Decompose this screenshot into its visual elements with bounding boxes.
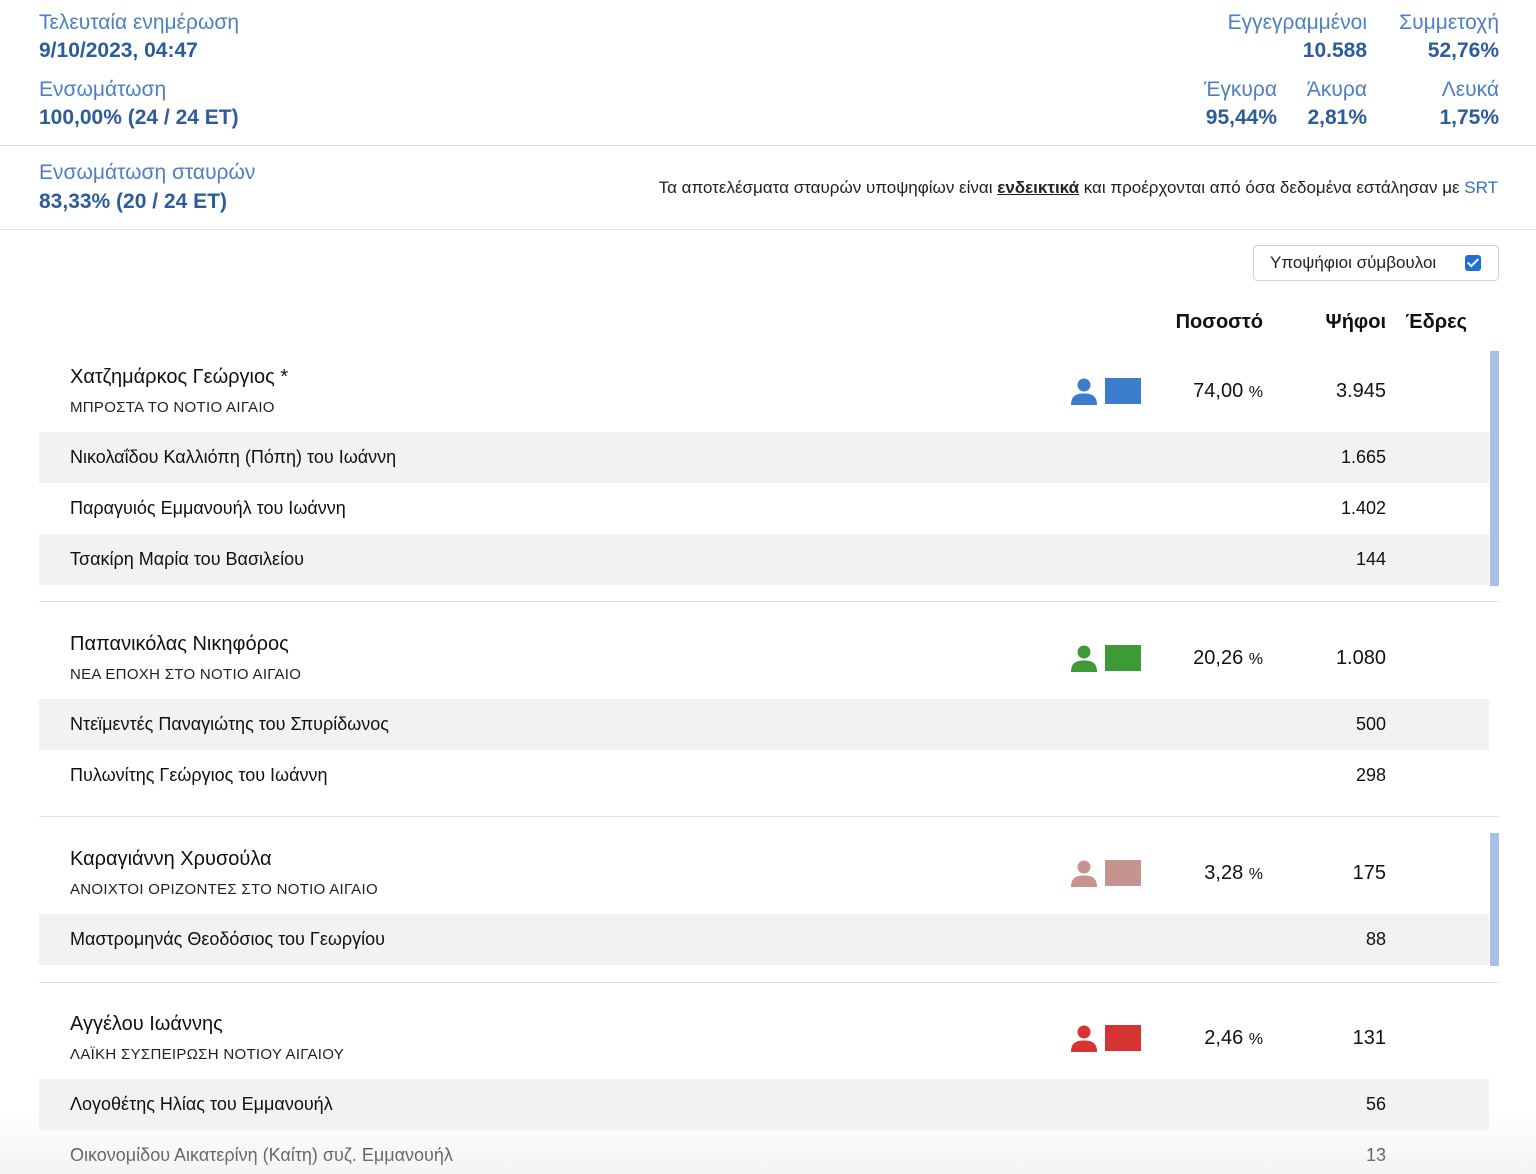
blank-label: Λευκά bbox=[1441, 78, 1499, 101]
councillor-name: Ντεϊμεντές Παναγιώτης του Σπυρίδωνος bbox=[70, 714, 389, 734]
valid-label: Έγκυρα bbox=[1203, 78, 1277, 101]
person-icon bbox=[1070, 859, 1098, 887]
councillor-name: Παραγυιός Εμμανουήλ του Ιωάννη bbox=[70, 498, 346, 518]
last-update-label: Τελευταία ενημέρωση bbox=[39, 11, 239, 34]
candidate-row[interactable]: Αγγέλου Ιωάννης ΛΑΪΚΗ ΣΥΣΠΕΙΡΩΣΗ ΝΟΤΙΟΥ Α… bbox=[39, 998, 1489, 1079]
candidate-votes: 1.080 bbox=[1335, 647, 1386, 669]
candidate-votes: 131 bbox=[1352, 1027, 1386, 1049]
councillors-checkbox[interactable] bbox=[1465, 255, 1481, 271]
crosses-disclaimer: Τα αποτελέσματα σταυρών υποψηφίων είναι … bbox=[659, 178, 1498, 198]
candidate-percent: 20,26 % bbox=[1193, 647, 1263, 670]
party-color-swatch bbox=[1105, 860, 1141, 886]
disclaimer-text-2: και προέρχονται από όσα δεδομένα εστάλησ… bbox=[1079, 178, 1465, 197]
councillor-name: Λογοθέτης Ηλίας του Εμμανουήλ bbox=[70, 1094, 333, 1114]
group-divider bbox=[39, 816, 1499, 817]
party-color-swatch bbox=[1105, 1025, 1141, 1051]
candidate-percent: 74,00 % bbox=[1193, 380, 1263, 403]
candidate-group: Καραγιάννη Χρυσούλα ΑΝΟΙΧΤΟΙ ΟΡΙΖΟΝΤΕΣ ΣΤ… bbox=[39, 833, 1499, 966]
candidate-name: Χατζημάρκος Γεώργιος * bbox=[70, 366, 289, 388]
person-icon bbox=[1070, 644, 1098, 672]
candidate-name: Καραγιάννη Χρυσούλα bbox=[70, 848, 272, 870]
group-divider bbox=[39, 982, 1499, 983]
councillor-votes: 144 bbox=[1355, 549, 1386, 569]
registered-label: Εγγεγραμμένοι bbox=[1227, 11, 1367, 34]
group-scrollbar[interactable] bbox=[1490, 351, 1499, 586]
column-votes[interactable]: Ψήφοι bbox=[1325, 311, 1386, 333]
councillor-row[interactable]: Νικολαΐδου Καλλιόπη (Πόπη) του Ιωάννη 1.6… bbox=[39, 432, 1489, 483]
councillor-row[interactable]: Λογοθέτης Ηλίας του Εμμανουήλ 56 bbox=[39, 1079, 1489, 1130]
party-name: ΜΠΡΟΣΤΑ ΤΟ ΝΟΤΙΟ ΑΙΓΑΙΟ bbox=[70, 399, 275, 416]
percent-unit: % bbox=[1248, 866, 1263, 883]
councillor-votes: 1.402 bbox=[1340, 498, 1386, 518]
last-update-value: 9/10/2023, 04:47 bbox=[39, 39, 198, 62]
councillor-name: Οικονομίδου Αικατερίνη (Καίτη) συζ. Εμμα… bbox=[70, 1145, 453, 1165]
candidate-name: Παπανικόλας Νικηφόρος bbox=[70, 633, 289, 655]
candidate-group: Χατζημάρκος Γεώργιος * ΜΠΡΟΣΤΑ ΤΟ ΝΟΤΙΟ Α… bbox=[39, 351, 1499, 586]
incorporation-value: 100,00% (24 / 24 ΕΤ) bbox=[39, 106, 239, 129]
party-name: ΛΑΪΚΗ ΣΥΣΠΕΙΡΩΣΗ ΝΟΤΙΟΥ ΑΙΓΑΙΟΥ bbox=[70, 1046, 345, 1063]
group-divider bbox=[39, 601, 1499, 602]
candidate-votes: 3.945 bbox=[1335, 380, 1386, 402]
crosses-panel bbox=[0, 147, 1536, 230]
councillor-name: Μαστρομηνάς Θεοδόσιος του Γεωργίου bbox=[70, 929, 385, 949]
councillor-name: Πυλωνίτης Γεώργιος του Ιωάννη bbox=[70, 765, 328, 785]
percent-unit: % bbox=[1248, 384, 1263, 401]
councillor-votes: 13 bbox=[1365, 1145, 1386, 1165]
percent-value: 20,26 bbox=[1193, 647, 1244, 669]
column-percent[interactable]: Ποσοστό bbox=[1175, 311, 1263, 333]
percent-unit: % bbox=[1248, 651, 1263, 668]
crosses-label: Ενσωμάτωση σταυρών bbox=[39, 161, 256, 184]
candidate-row[interactable]: Χατζημάρκος Γεώργιος * ΜΠΡΟΣΤΑ ΤΟ ΝΟΤΙΟ Α… bbox=[39, 351, 1489, 432]
candidate-group: Αγγέλου Ιωάννης ΛΑΪΚΗ ΣΥΣΠΕΙΡΩΣΗ ΝΟΤΙΟΥ Α… bbox=[39, 998, 1499, 1174]
percent-value: 74,00 bbox=[1193, 380, 1244, 402]
councillor-votes: 1.665 bbox=[1340, 447, 1386, 467]
party-name: ΝΕΑ ΕΠΟΧΗ ΣΤΟ ΝΟΤΙΟ ΑΙΓΑΙΟ bbox=[70, 666, 302, 683]
councillor-row[interactable]: Ντεϊμεντές Παναγιώτης του Σπυρίδωνος 500 bbox=[39, 699, 1489, 750]
invalid-label: Άκυρα bbox=[1306, 78, 1367, 101]
party-name: ΑΝΟΙΧΤΟΙ ΟΡΙΖΟΝΤΕΣ ΣΤΟ ΝΟΤΙΟ ΑΙΓΑΙΟ bbox=[70, 881, 378, 898]
blank-value: 1,75% bbox=[1439, 106, 1499, 129]
group-scrollbar[interactable] bbox=[1490, 833, 1499, 966]
councillor-votes: 298 bbox=[1355, 765, 1386, 785]
councillors-toggle[interactable]: Υποψήφιοι σύμβουλοι bbox=[1253, 245, 1499, 281]
candidate-row[interactable]: Καραγιάννη Χρυσούλα ΑΝΟΙΧΤΟΙ ΟΡΙΖΟΝΤΕΣ ΣΤ… bbox=[39, 833, 1489, 914]
councillor-votes: 500 bbox=[1355, 714, 1386, 734]
councillor-row[interactable]: Οικονομίδου Αικατερίνη (Καίτη) συζ. Εμμα… bbox=[39, 1130, 1489, 1174]
councillor-votes: 56 bbox=[1365, 1094, 1386, 1114]
party-color-swatch bbox=[1105, 378, 1141, 404]
percent-value: 2,46 bbox=[1204, 1027, 1244, 1049]
councillors-toggle-label: Υποψήφιοι σύμβουλοι bbox=[1270, 253, 1437, 272]
invalid-value: 2,81% bbox=[1307, 106, 1367, 129]
percent-unit: % bbox=[1248, 1031, 1263, 1048]
incorporation-label: Ενσωμάτωση bbox=[39, 78, 167, 101]
percent-value: 3,28 bbox=[1204, 862, 1244, 884]
candidate-percent: 2,46 % bbox=[1204, 1027, 1263, 1050]
crosses-value: 83,33% (20 / 24 ΕΤ) bbox=[39, 190, 227, 213]
person-icon bbox=[1070, 1024, 1098, 1052]
valid-value: 95,44% bbox=[1205, 106, 1277, 129]
councillor-row[interactable]: Πυλωνίτης Γεώργιος του Ιωάννη 298 bbox=[39, 750, 1489, 801]
disclaimer-text: Τα αποτελέσματα σταυρών υποψηφίων είναι bbox=[658, 178, 998, 197]
councillor-row[interactable]: Τσακίρη Μαρία του Βασιλείου 144 bbox=[39, 534, 1489, 585]
councillor-row[interactable]: Παραγυιός Εμμανουήλ του Ιωάννη 1.402 bbox=[39, 483, 1489, 534]
candidate-name: Αγγέλου Ιωάννης bbox=[70, 1013, 223, 1035]
summary-panel: Τελευταία ενημέρωση 9/10/2023, 04:47 Ενσ… bbox=[0, 0, 1536, 146]
column-seats[interactable]: Έδρες bbox=[1405, 311, 1467, 333]
candidate-group: Παπανικόλας Νικηφόρος ΝΕΑ ΕΠΟΧΗ ΣΤΟ ΝΟΤΙΟ… bbox=[39, 618, 1499, 801]
turnout-value: 52,76% bbox=[1427, 39, 1499, 62]
srt-link[interactable]: SRT bbox=[1464, 178, 1498, 197]
candidate-row[interactable]: Παπανικόλας Νικηφόρος ΝΕΑ ΕΠΟΧΗ ΣΤΟ ΝΟΤΙΟ… bbox=[39, 618, 1489, 699]
disclaimer-emphasis: ενδεικτικά bbox=[997, 178, 1080, 197]
councillor-name: Νικολαΐδου Καλλιόπη (Πόπη) του Ιωάννη bbox=[70, 447, 397, 467]
registered-value: 10.588 bbox=[1302, 39, 1367, 62]
councillor-row[interactable]: Μαστρομηνάς Θεοδόσιος του Γεωργίου 88 bbox=[39, 914, 1489, 965]
turnout-label: Συμμετοχή bbox=[1399, 11, 1499, 34]
councillor-name: Τσακίρη Μαρία του Βασιλείου bbox=[70, 549, 304, 569]
person-icon bbox=[1070, 377, 1098, 405]
councillor-votes: 88 bbox=[1365, 929, 1386, 949]
party-color-swatch bbox=[1105, 645, 1141, 671]
candidate-votes: 175 bbox=[1352, 862, 1386, 884]
candidate-percent: 3,28 % bbox=[1204, 862, 1263, 885]
